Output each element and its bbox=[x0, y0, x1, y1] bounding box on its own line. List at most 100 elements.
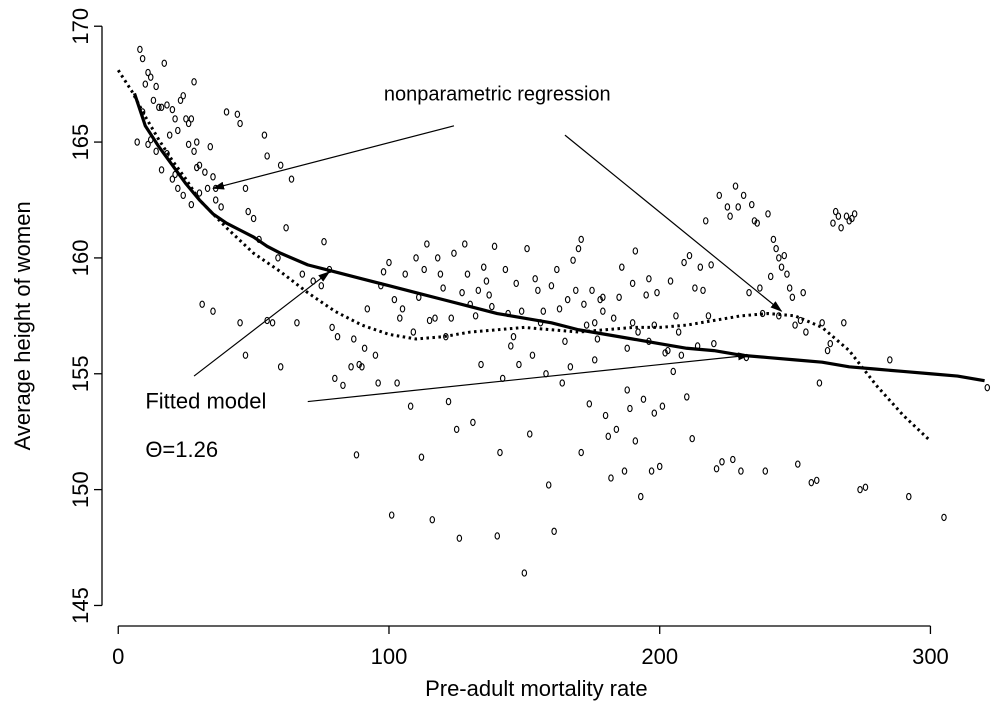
data-point bbox=[567, 363, 574, 371]
data-point bbox=[564, 295, 571, 304]
y-tick-label: 150 bbox=[68, 471, 93, 508]
x-tick-label: 200 bbox=[641, 644, 678, 669]
x-tick-label: 0 bbox=[112, 644, 124, 669]
data-point bbox=[194, 163, 200, 172]
data-point bbox=[835, 212, 842, 220]
data-point bbox=[735, 203, 741, 211]
data-point bbox=[264, 152, 270, 160]
data-point bbox=[662, 349, 668, 357]
data-point bbox=[862, 483, 869, 491]
data-point bbox=[264, 316, 270, 325]
data-point bbox=[445, 397, 452, 406]
data-point bbox=[386, 258, 392, 267]
data-point bbox=[486, 291, 492, 299]
data-point bbox=[583, 321, 590, 329]
data-point bbox=[180, 92, 186, 100]
data-point bbox=[757, 284, 763, 292]
data-point bbox=[635, 328, 641, 336]
data-point bbox=[462, 240, 468, 248]
data-point bbox=[643, 291, 649, 299]
annotations: nonparametric regression Fitted model Θ=… bbox=[145, 83, 783, 462]
data-point bbox=[578, 448, 584, 457]
data-point bbox=[158, 166, 165, 174]
data-point bbox=[600, 307, 606, 315]
data-point bbox=[545, 481, 552, 489]
data-point bbox=[380, 268, 387, 276]
data-point bbox=[681, 258, 687, 267]
data-point bbox=[632, 247, 639, 255]
data-point bbox=[727, 212, 733, 220]
data-point bbox=[139, 55, 146, 63]
data-point bbox=[697, 263, 704, 271]
data-point bbox=[581, 300, 587, 308]
y-tick-label: 170 bbox=[68, 8, 93, 45]
data-point bbox=[453, 425, 460, 434]
data-point bbox=[678, 351, 685, 359]
x-axis-label: Pre-adult mortality rate bbox=[425, 676, 648, 701]
data-point bbox=[521, 569, 528, 577]
data-point bbox=[237, 319, 243, 327]
data-point bbox=[340, 381, 346, 390]
data-point bbox=[510, 333, 517, 341]
data-point bbox=[719, 458, 725, 466]
data-point bbox=[153, 147, 159, 155]
data-point bbox=[730, 455, 736, 464]
data-point bbox=[600, 293, 606, 301]
data-point bbox=[185, 140, 192, 149]
data-point bbox=[984, 384, 991, 392]
data-point bbox=[212, 196, 219, 204]
data-point bbox=[529, 351, 536, 359]
data-point bbox=[770, 235, 777, 244]
data-point bbox=[562, 337, 568, 345]
data-point bbox=[578, 235, 584, 244]
data-point bbox=[161, 59, 168, 67]
data-point bbox=[624, 344, 630, 352]
data-point bbox=[941, 513, 947, 522]
data-point bbox=[738, 467, 744, 475]
data-point bbox=[177, 96, 184, 105]
arrow-nonparametric-1 bbox=[212, 125, 455, 190]
data-point bbox=[849, 214, 855, 223]
data-point bbox=[188, 115, 195, 123]
data-point bbox=[185, 119, 192, 128]
data-point bbox=[675, 328, 682, 336]
data-point bbox=[210, 307, 216, 315]
data-point bbox=[640, 395, 647, 403]
y-tick-label: 155 bbox=[68, 355, 93, 392]
data-point bbox=[223, 108, 230, 116]
data-point bbox=[364, 305, 371, 313]
data-point bbox=[656, 462, 663, 471]
data-point bbox=[667, 277, 674, 285]
data-point bbox=[402, 270, 408, 278]
data-point bbox=[169, 105, 176, 114]
data-point bbox=[180, 191, 186, 200]
data-point bbox=[234, 110, 241, 118]
data-point bbox=[700, 286, 706, 295]
data-point bbox=[838, 224, 844, 232]
data-point bbox=[591, 319, 598, 327]
plot-area bbox=[116, 45, 991, 577]
data-point bbox=[434, 254, 441, 262]
y-axis: 145 150 155 160 165 170 Average height of wom… bbox=[10, 8, 103, 624]
data-point bbox=[359, 363, 365, 371]
data-point bbox=[164, 101, 170, 109]
data-point bbox=[624, 386, 630, 394]
y-tick-label: 165 bbox=[68, 124, 93, 161]
data-point bbox=[513, 279, 519, 288]
data-point bbox=[516, 360, 522, 369]
y-tick-label: 160 bbox=[68, 240, 93, 277]
data-point bbox=[659, 402, 666, 410]
data-point bbox=[746, 289, 752, 297]
data-point bbox=[627, 404, 633, 413]
data-point bbox=[540, 307, 547, 315]
data-point bbox=[621, 467, 628, 475]
data-point bbox=[199, 300, 205, 308]
data-point bbox=[299, 270, 306, 278]
data-point bbox=[508, 342, 514, 350]
data-point bbox=[841, 319, 847, 327]
data-point bbox=[724, 203, 731, 211]
data-point bbox=[410, 328, 417, 336]
data-point bbox=[191, 147, 197, 155]
data-point bbox=[237, 119, 243, 128]
data-point bbox=[762, 467, 769, 475]
